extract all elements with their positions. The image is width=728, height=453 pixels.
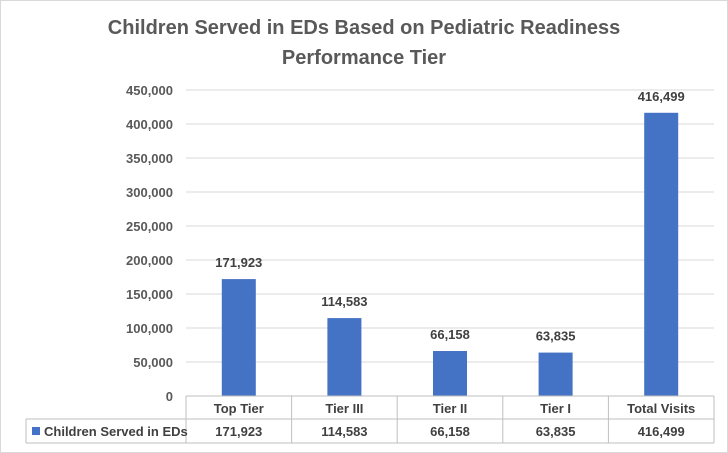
table-value-cell: 114,583	[321, 424, 367, 439]
y-tick-label: 250,000	[126, 219, 173, 234]
bar	[538, 352, 573, 396]
data-label: 63,835	[536, 329, 576, 344]
table-value-cell: 171,923	[215, 424, 262, 439]
y-tick-label: 150,000	[126, 287, 173, 302]
legend-series-name: Children Served in EDs	[44, 424, 188, 439]
table-value-cell: 416,499	[638, 424, 685, 439]
table-value-cell: 66,158	[430, 424, 470, 439]
y-tick-label: 0	[166, 389, 173, 404]
gridlines	[186, 89, 714, 363]
x-tick-label: Top Tier	[214, 401, 264, 416]
bar	[433, 351, 467, 396]
y-tick-label: 450,000	[126, 83, 173, 98]
chart-title-line-2: Performance Tier	[282, 47, 446, 69]
data-label: 416,499	[638, 89, 685, 104]
y-tick-label: 100,000	[126, 321, 173, 336]
chart-title-line-1: Children Served in EDs Based on Pediatri…	[108, 17, 620, 39]
data-label: 66,158	[430, 327, 470, 342]
data-table: Top Tier 171,923 Tier III 114,583 Tier II 66,…	[25, 395, 715, 444]
x-tick-label: Tier III	[325, 401, 363, 416]
y-tick-label: 400,000	[126, 117, 173, 132]
y-tick-label: 200,000	[126, 253, 173, 268]
bar	[644, 112, 679, 397]
y-tick-label: 50,000	[133, 355, 173, 370]
x-tick-label: Tier I	[540, 401, 571, 416]
bar	[327, 318, 362, 396]
bar	[221, 279, 256, 396]
data-label: 114,583	[321, 294, 367, 309]
bars	[221, 112, 679, 397]
data-labels: 171,923 114,583 66,158 63,835 416,499	[215, 89, 684, 344]
y-tick-label: 300,000	[126, 185, 173, 200]
x-tick-label: Tier II	[433, 401, 467, 416]
y-tick-label: 350,000	[126, 151, 173, 166]
x-tick-label: Total Visits	[627, 401, 695, 416]
legend-swatch	[32, 427, 40, 435]
table-value-cell: 63,835	[536, 424, 576, 439]
y-axis-ticks: 0 50,000 100,000 150,000 200,000 250,000 300,0…	[126, 83, 173, 404]
data-label: 171,923	[215, 255, 262, 270]
